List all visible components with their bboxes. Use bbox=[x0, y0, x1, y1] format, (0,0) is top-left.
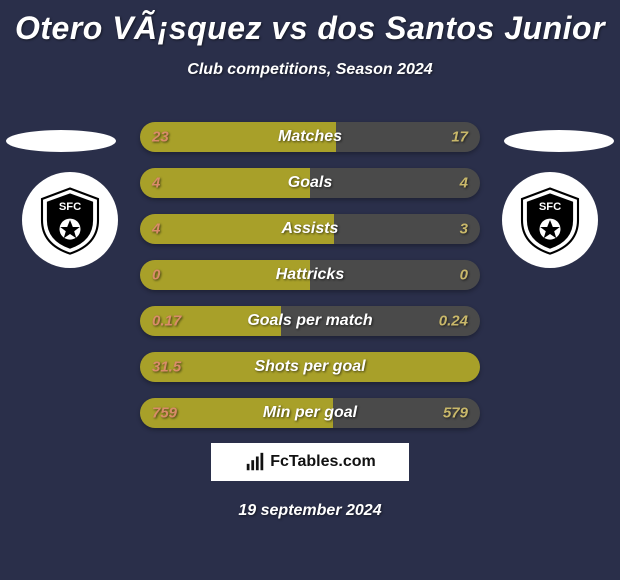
stat-value-left: 0.17 bbox=[152, 313, 181, 330]
date-label: 19 september 2024 bbox=[0, 502, 620, 520]
bar-right bbox=[310, 260, 480, 290]
bar-left bbox=[140, 260, 310, 290]
shield-icon: SFC bbox=[35, 185, 105, 255]
stat-value-right: 0 bbox=[460, 267, 468, 284]
stat-row: Hattricks00 bbox=[140, 260, 480, 290]
avatar-shadow-left bbox=[6, 130, 116, 152]
stat-value-left: 0 bbox=[152, 267, 160, 284]
source-label: FcTables.com bbox=[270, 453, 376, 471]
stat-value-left: 31.5 bbox=[152, 359, 181, 376]
stat-value-left: 4 bbox=[152, 175, 160, 192]
stat-row: Matches2317 bbox=[140, 122, 480, 152]
stat-value-right: 579 bbox=[443, 405, 468, 422]
comparison-chart: Matches2317Goals44Assists43Hattricks00Go… bbox=[140, 122, 480, 444]
club-badge-left: SFC bbox=[22, 172, 118, 268]
stat-row: Goals44 bbox=[140, 168, 480, 198]
shield-icon: SFC bbox=[515, 185, 585, 255]
stat-value-right: 3 bbox=[460, 221, 468, 238]
bar-right bbox=[310, 168, 480, 198]
stat-value-right: 0.24 bbox=[439, 313, 468, 330]
chart-icon bbox=[244, 451, 266, 473]
stat-row: Assists43 bbox=[140, 214, 480, 244]
svg-text:SFC: SFC bbox=[59, 201, 81, 213]
stat-value-right: 4 bbox=[460, 175, 468, 192]
bar-right bbox=[334, 214, 480, 244]
source-badge: FcTables.com bbox=[211, 443, 409, 481]
bar-left bbox=[140, 352, 480, 382]
stat-row: Goals per match0.170.24 bbox=[140, 306, 480, 336]
bar-left bbox=[140, 168, 310, 198]
stat-value-left: 23 bbox=[152, 129, 169, 146]
page-title: Otero VÃ¡squez vs dos Santos Junior bbox=[0, 0, 620, 47]
stat-value-left: 4 bbox=[152, 221, 160, 238]
avatar-shadow-right bbox=[504, 130, 614, 152]
bar-left bbox=[140, 214, 334, 244]
subtitle: Club competitions, Season 2024 bbox=[0, 61, 620, 79]
stat-row: Min per goal759579 bbox=[140, 398, 480, 428]
bar-left bbox=[140, 122, 336, 152]
stat-value-right: 17 bbox=[451, 129, 468, 146]
stat-value-left: 759 bbox=[152, 405, 177, 422]
club-badge-right: SFC bbox=[502, 172, 598, 268]
stat-row: Shots per goal31.5 bbox=[140, 352, 480, 382]
svg-text:SFC: SFC bbox=[539, 201, 561, 213]
